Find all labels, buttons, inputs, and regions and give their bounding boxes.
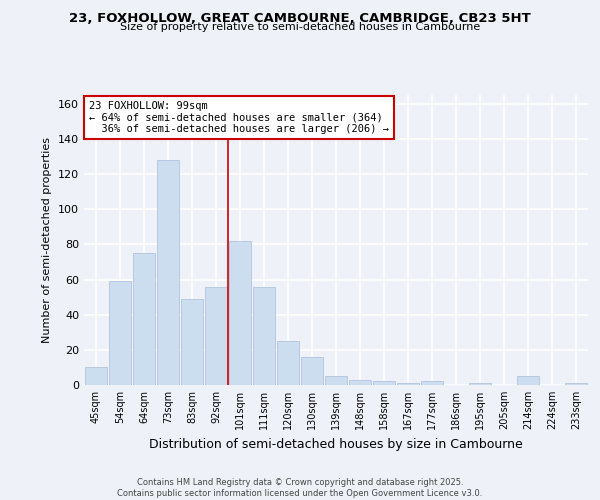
X-axis label: Distribution of semi-detached houses by size in Cambourne: Distribution of semi-detached houses by … [149,438,523,450]
Bar [205,286,227,385]
Bar [469,383,491,385]
Bar [229,241,251,385]
Bar [133,253,155,385]
Text: Contains HM Land Registry data © Crown copyright and database right 2025.
Contai: Contains HM Land Registry data © Crown c… [118,478,482,498]
Bar [349,380,371,385]
Bar [277,341,299,385]
Bar [181,299,203,385]
Bar [85,368,107,385]
Bar [325,376,347,385]
Bar [373,382,395,385]
Bar [565,383,587,385]
Bar [301,357,323,385]
Text: 23, FOXHOLLOW, GREAT CAMBOURNE, CAMBRIDGE, CB23 5HT: 23, FOXHOLLOW, GREAT CAMBOURNE, CAMBRIDG… [69,12,531,26]
Y-axis label: Number of semi-detached properties: Number of semi-detached properties [43,137,52,343]
Text: Size of property relative to semi-detached houses in Cambourne: Size of property relative to semi-detach… [120,22,480,32]
Text: 23 FOXHOLLOW: 99sqm
← 64% of semi-detached houses are smaller (364)
  36% of sem: 23 FOXHOLLOW: 99sqm ← 64% of semi-detach… [89,101,389,134]
Bar [157,160,179,385]
Bar [421,382,443,385]
Bar [109,282,131,385]
Bar [397,383,419,385]
Bar [517,376,539,385]
Bar [253,286,275,385]
